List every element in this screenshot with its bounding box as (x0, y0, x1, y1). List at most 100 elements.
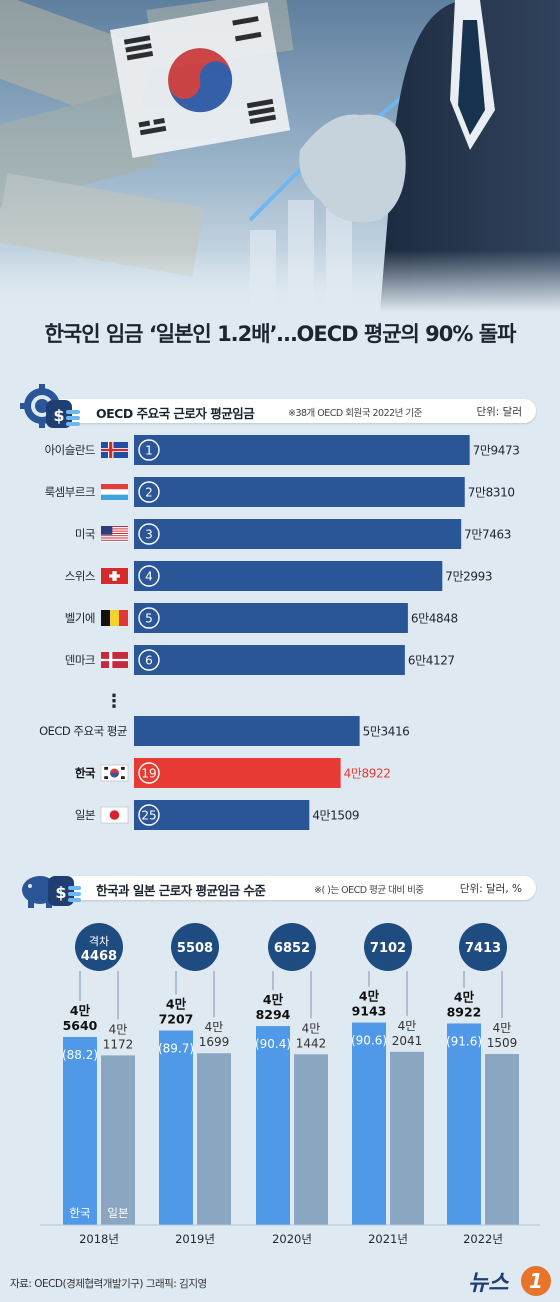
bar-row: 일본 25 4만1509 (75, 800, 360, 830)
bar (134, 561, 443, 591)
bar (134, 519, 462, 549)
korea-value-line2: 7207 (159, 1012, 194, 1027)
businessman (380, 0, 560, 312)
value-label: 4만8922 (344, 767, 391, 781)
gap-badge (364, 923, 412, 971)
ellipsis-marker: ⋮ (105, 691, 123, 712)
section2-note: ※( )는 OECD 평균 대비 비중 (314, 885, 424, 896)
korea-flag-icon (100, 764, 129, 782)
rank-label: 5 (145, 612, 153, 626)
value-label: 4만1509 (312, 809, 359, 823)
japan-flag-icon (100, 806, 129, 824)
gap-value: 6852 (274, 941, 310, 956)
japan-value-line2: 1442 (296, 1036, 327, 1050)
korea-value-line1: 4만 (70, 1003, 91, 1018)
bar (134, 800, 310, 830)
bar-row: 덴마크 6 6만4127 (65, 645, 455, 675)
rank-label: 3 (145, 528, 153, 542)
section2-header: 한국과 일본 근로자 평균임금 수준 ※( )는 OECD 평균 대비 비중 단… (38, 876, 536, 900)
gap-badge (268, 923, 316, 971)
korea-value-line1: 4만 (166, 997, 187, 1012)
value-label: 7만9473 (473, 444, 520, 458)
gap-value: 4468 (81, 949, 117, 964)
category-label: 한국 (75, 766, 96, 780)
gap-badge (459, 923, 507, 971)
share-label: (90.6) (351, 1034, 387, 1048)
korea-value-line2: 8294 (256, 1007, 291, 1022)
section1-unit: 단위: 달러 (476, 406, 522, 418)
rank-badge (138, 523, 160, 545)
japan-value-line1: 4만 (302, 1021, 321, 1035)
piggy-bank-money-icon: $ (22, 876, 81, 908)
luxembourg-flag-icon (101, 484, 128, 500)
category-label: 일본 (75, 808, 95, 822)
korea-value-line1: 4만 (454, 989, 475, 1004)
japan-bar (101, 1055, 135, 1225)
year-label: 2019년 (175, 1232, 215, 1246)
year-label: 2020년 (272, 1232, 312, 1246)
logo-text: 뉴스 (468, 1271, 510, 1296)
korea-series-label: 한국 (69, 1206, 90, 1220)
bar-row: 미국 3 7만7463 (75, 519, 511, 549)
usa-flag-icon (101, 526, 128, 542)
gap-value: 7102 (370, 941, 406, 956)
korea-value-line1: 4만 (359, 989, 380, 1004)
korea-value-line1: 4만 (263, 992, 284, 1007)
value-label: 7만7463 (464, 528, 511, 542)
japan-value-line1: 4만 (493, 1021, 512, 1035)
rank-label: 25 (141, 809, 156, 823)
year-label: 2018년 (79, 1232, 119, 1246)
bar-row: 룩셈부르크 2 7만8310 (45, 477, 515, 507)
denmark-flag-icon (101, 652, 128, 668)
share-label: (88.2) (62, 1048, 98, 1062)
bar (134, 716, 360, 746)
rank-badge (138, 804, 160, 826)
year-label: 2021년 (368, 1232, 408, 1246)
rank-label: 1 (145, 444, 153, 458)
section1-header: OECD 주요국 근로자 평균임금 ※38개 OECD 회원국 2022년 기준… (38, 399, 536, 423)
rank-label: 2 (145, 486, 153, 500)
value-label: 6만4848 (411, 612, 458, 626)
bar-row: 벨기에 5 6만4848 (65, 603, 458, 633)
gap-prefix: 격차 (89, 935, 109, 948)
section2-title: 한국과 일본 근로자 평균임금 수준 (96, 883, 266, 898)
oecd-wage-bar-chart: 아이슬란드 1 7만9473 룩셈부르크 2 7만8310 미국 3 7만7463 스위스 4 7만2… (39, 435, 520, 830)
section1-note: ※38개 OECD 회원국 2022년 기준 (288, 408, 422, 419)
page-title: 한국인 임금 ‘일본인 1.2배’…OECD 평균의 90% 돌파 (44, 322, 517, 346)
svg-text:$: $ (55, 883, 66, 902)
value-label: 6만4127 (408, 654, 455, 668)
gap-badge (75, 923, 123, 971)
belgium-flag-icon (101, 610, 128, 626)
japan-series-label: 일본 (107, 1206, 128, 1220)
year-label: 2022년 (463, 1232, 503, 1246)
korea-bar (159, 1030, 193, 1225)
korea-bar (63, 1037, 97, 1225)
logo-mark: 1 (529, 1269, 543, 1293)
gap-value: 7413 (465, 941, 501, 956)
bar-row: 한국 19 4만8922 (75, 758, 391, 788)
japan-value-line1: 4만 (398, 1019, 417, 1033)
japan-value-line2: 2041 (392, 1034, 423, 1048)
bar-row: 아이슬란드 1 7만9473 (45, 435, 520, 465)
gap-badge (171, 923, 219, 971)
japan-bar (197, 1053, 231, 1225)
korea-value-line2: 9143 (352, 1004, 387, 1019)
category-label: 스위스 (65, 569, 95, 583)
rank-badge (138, 649, 160, 671)
value-label: 7만8310 (468, 486, 515, 500)
value-label: 5만3416 (363, 725, 410, 739)
rank-label: 4 (145, 570, 153, 584)
bar-row: OECD 주요국 평균 5만3416 (39, 716, 410, 746)
japan-value-line1: 4만 (205, 1020, 224, 1034)
japan-bar (485, 1054, 519, 1225)
share-label: (90.4) (255, 1037, 291, 1051)
korean-flag (109, 2, 291, 159)
korea-bar (256, 1026, 290, 1225)
iceland-flag-icon (101, 442, 128, 458)
